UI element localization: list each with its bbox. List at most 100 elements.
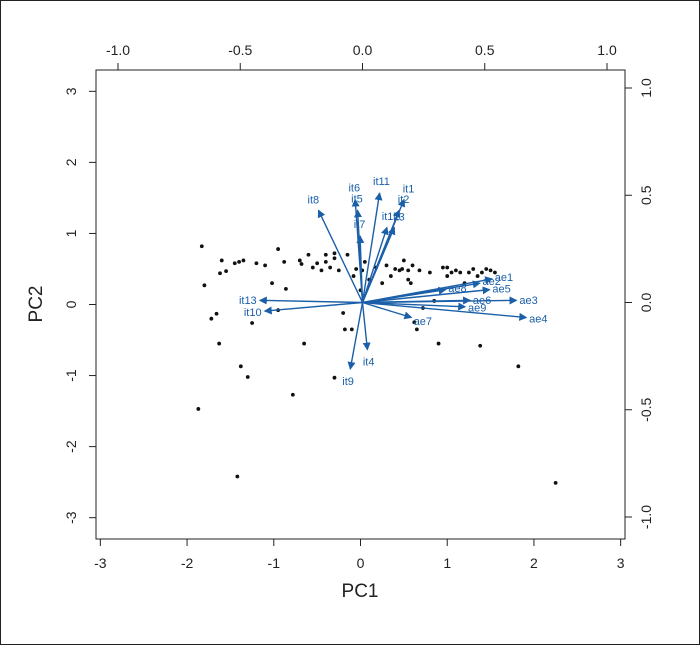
loading-label-it4: it4 [363, 357, 375, 369]
loading-label-it12: it12 [382, 211, 400, 223]
loading-arrow-it11 [361, 192, 383, 303]
score-point [401, 258, 406, 263]
loading-label-ae9: ae9 [468, 302, 486, 314]
score-point [440, 265, 445, 270]
x-tick-label: 1 [443, 555, 451, 571]
loading-label-it10: it10 [244, 307, 262, 319]
score-point [202, 283, 207, 288]
loading-arrow-ae8 [362, 286, 447, 304]
bottom-axis: -3 -2 -1 0 1 2 3 [94, 538, 625, 571]
score-point [214, 311, 219, 316]
score-point [209, 316, 214, 321]
y-tick-label: 1 [63, 229, 79, 237]
score-point [284, 286, 288, 291]
score-point [380, 281, 385, 286]
y-tick-label: -1 [63, 369, 79, 382]
score-point [218, 271, 222, 276]
loading-arrow-it7 [356, 235, 365, 303]
top-tick-label: 0.0 [353, 42, 373, 58]
loading-label-it2: it2 [398, 194, 410, 206]
score-point [493, 270, 497, 275]
score-point [224, 269, 228, 274]
loading-arrow-ae9 [362, 301, 467, 311]
score-point [241, 258, 246, 263]
score-point [254, 261, 259, 266]
x-tick-label: 3 [617, 555, 625, 571]
score-point [488, 268, 493, 273]
score-point [319, 268, 324, 273]
score-point [310, 265, 315, 270]
loading-arrow-ae4 [362, 301, 528, 321]
score-point [332, 251, 337, 256]
left-axis: -3 -2 -1 0 1 2 3 [63, 87, 96, 524]
right-tick-label: -0.5 [638, 397, 654, 421]
y-tick-label: 2 [63, 158, 79, 166]
score-point [467, 270, 471, 275]
score-point [237, 259, 241, 264]
loading-label-ae6: ae6 [473, 295, 491, 307]
score-point [323, 259, 328, 264]
score-point [410, 263, 415, 268]
loading-label-ae1: ae1 [495, 272, 513, 284]
score-point [297, 258, 302, 263]
loading-arrow-ae7 [362, 301, 413, 320]
score-point [345, 252, 350, 257]
score-point [449, 270, 454, 275]
score-point [332, 256, 337, 261]
y-tick-label: 3 [63, 87, 79, 95]
score-point [276, 247, 281, 251]
score-point [393, 267, 398, 271]
loading-label-it5: it5 [351, 193, 363, 205]
score-point [553, 480, 558, 485]
score-point [306, 252, 311, 257]
y-tick-label: -2 [63, 440, 79, 453]
score-point [412, 320, 417, 325]
loading-arrow-it10 [263, 301, 363, 315]
y-axis-title: PC2 [26, 286, 47, 323]
right-tick-label: -1.0 [638, 505, 654, 529]
score-point [238, 364, 243, 369]
score-point [351, 274, 356, 278]
loading-arrow-it4 [361, 302, 371, 351]
loading-arrow-it8 [317, 209, 364, 303]
loading-label-it9: it9 [342, 376, 354, 388]
x-tick-label: -2 [181, 555, 194, 571]
score-point [245, 375, 250, 379]
loading-arrow-it3 [361, 226, 396, 303]
score-point [196, 407, 201, 411]
score-point [417, 268, 422, 273]
right-tick-label: 1.0 [638, 78, 654, 98]
loading-label-it1: it1 [403, 183, 415, 195]
score-point [290, 392, 295, 397]
score-point [332, 375, 337, 380]
loading-label-it13: it13 [239, 295, 257, 307]
score-point [299, 262, 304, 266]
score-point [323, 252, 328, 257]
x-tick-label: 2 [530, 555, 538, 571]
score-point [219, 258, 224, 263]
score-point [471, 267, 476, 271]
loading-label-it11: it11 [373, 176, 390, 188]
score-point [263, 263, 268, 268]
score-point [516, 364, 521, 369]
score-point [414, 327, 419, 332]
loading-label-ae2: ae2 [483, 276, 501, 288]
loading-label-it7: it7 [354, 219, 366, 231]
y-tick-label: -3 [63, 511, 79, 524]
score-point [478, 343, 483, 348]
score-point [270, 281, 274, 286]
score-point [406, 277, 411, 282]
score-point [458, 270, 463, 275]
score-point [250, 321, 254, 325]
score-point [475, 274, 480, 278]
x-tick-label: 0 [357, 555, 365, 571]
loading-label-ae7: ae7 [414, 316, 432, 328]
score-point [427, 270, 432, 275]
score-point [217, 341, 222, 346]
top-tick-label: -1.0 [106, 42, 130, 58]
loading-label-it3: it3 [393, 211, 405, 223]
score-point [336, 268, 341, 273]
loading-label-ae5: ae5 [492, 283, 510, 295]
